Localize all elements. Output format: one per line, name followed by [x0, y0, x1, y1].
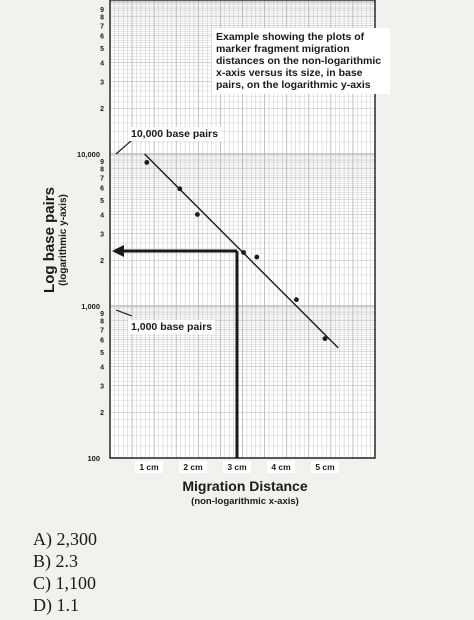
x-tick-label: 1 cm	[139, 462, 159, 472]
y-minor-tick-label: 5	[100, 198, 104, 205]
data-point	[241, 250, 247, 255]
y-minor-tick-label: 8	[100, 167, 104, 174]
data-point	[144, 160, 150, 165]
callout-10000-bp: 10,000 base pairs	[128, 127, 221, 141]
y-minor-tick-label: 8	[100, 15, 104, 22]
y-minor-tick-label: 8	[100, 319, 104, 326]
y-minor-tick-label: 6	[100, 186, 104, 193]
y-minor-tick-label: 7	[100, 328, 104, 335]
option-c[interactable]: C) 1,100	[33, 573, 96, 593]
x-tick-label: 5 cm	[315, 462, 335, 472]
y-axis-label: Log base pairs (logarithmic y-axis)	[30, 160, 80, 320]
y-minor-tick-label: 2	[100, 410, 104, 417]
y-minor-tick-label: 6	[100, 338, 104, 345]
y-minor-tick-label: 3	[100, 79, 104, 86]
y-minor-tick-label: 2	[100, 106, 104, 113]
y-axis-title: Log base pairs	[41, 187, 58, 293]
option-d[interactable]: D) 1.1	[33, 595, 79, 615]
x-axis-title: Migration Distance	[182, 478, 308, 494]
plot-frame	[109, 0, 376, 459]
y-major-tick-label: 1,000	[81, 302, 100, 311]
y-minor-tick-label: 4	[100, 364, 104, 371]
data-point	[322, 336, 328, 342]
explanation-box: Example showing the plots of marker frag…	[212, 28, 390, 94]
callout-1000-bp: 1,000 base pairs	[128, 320, 216, 334]
x-tick-label-bg	[179, 461, 207, 473]
y-major-tick-label: 100	[87, 454, 100, 463]
x-tick-label: 3 cm	[227, 462, 247, 472]
option-a[interactable]: A) 2,300	[33, 529, 97, 549]
data-point	[195, 212, 200, 217]
y-minor-tick-label: 4	[100, 60, 104, 67]
x-tick-label-bg	[135, 461, 163, 473]
y-minor-tick-label: 7	[100, 176, 104, 183]
y-minor-tick-label: 7	[100, 24, 104, 31]
x-tick-label-bg	[311, 461, 339, 473]
y-minor-tick-label: 9	[100, 7, 104, 14]
y-minor-tick-label: 9	[100, 159, 104, 166]
y-minor-tick-label: 3	[100, 231, 104, 238]
y-minor-tick-label: 9	[100, 311, 104, 318]
data-point	[177, 186, 183, 192]
x-axis-label: Migration Distance (non-logarithmic x-ax…	[110, 478, 380, 507]
x-tick-label-bg	[267, 461, 295, 473]
x-tick-label: 2 cm	[183, 462, 203, 472]
data-point	[254, 254, 260, 260]
x-tick-label-bg	[223, 461, 251, 473]
readout-arrowhead	[112, 245, 124, 258]
y-minor-tick-label: 2	[100, 258, 104, 265]
y-minor-tick-label: 5	[100, 46, 104, 53]
x-tick-label: 4 cm	[271, 462, 291, 472]
y-minor-tick-label: 5	[100, 350, 104, 357]
trend-line	[144, 153, 339, 349]
callout-10000-pointer	[115, 139, 133, 155]
option-b[interactable]: B) 2.3	[33, 551, 78, 571]
callout-1000-pointer	[115, 309, 133, 317]
y-minor-tick-label: 6	[100, 34, 104, 41]
y-minor-tick-label: 3	[100, 383, 104, 390]
x-axis-subtitle: (non-logarithmic x-axis)	[191, 496, 299, 507]
data-point	[294, 297, 299, 303]
y-axis-subtitle: (logarithmic y-axis)	[58, 194, 69, 286]
y-minor-tick-label: 4	[100, 212, 104, 219]
answer-options: A) 2,300 B) 2.3 C) 1,100 D) 1.1	[33, 528, 97, 616]
y-major-tick-label: 10,000	[77, 150, 100, 159]
